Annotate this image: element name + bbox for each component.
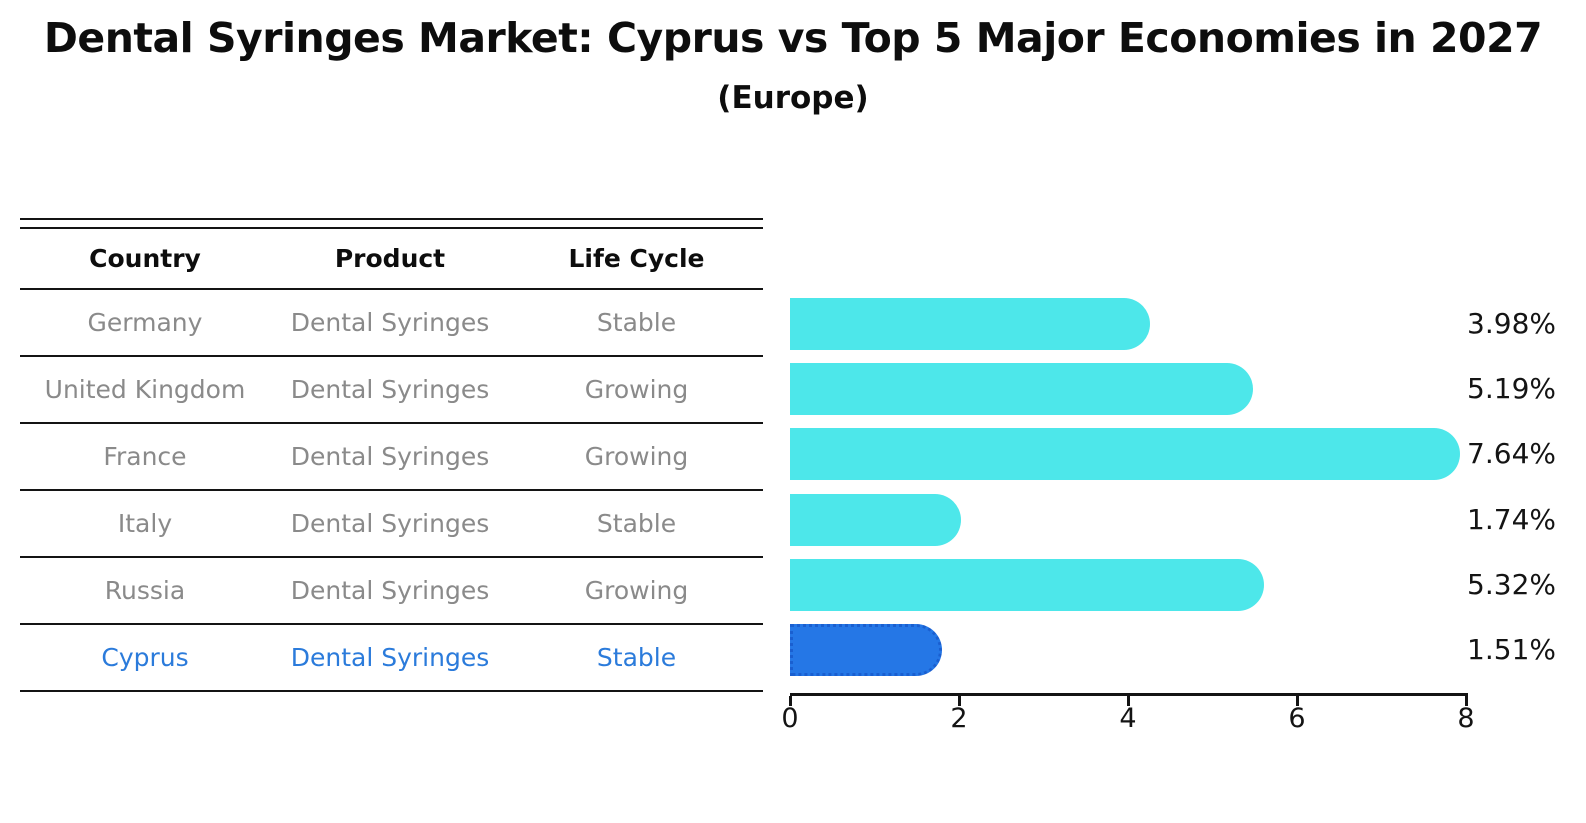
table-cell-life-cycle: Stable: [596, 643, 677, 672]
table-cell-life-cycle: Stable: [596, 509, 677, 538]
table-cell-product: Dental Syringes: [290, 509, 490, 538]
table-cell-product: Dental Syringes: [290, 576, 490, 605]
value-label-cyprus: 1.51%: [1467, 633, 1556, 666]
bar-united-kingdom: [790, 363, 1253, 416]
table-cell-product: Dental Syringes: [290, 643, 490, 672]
x-tick-mark-8: [1464, 696, 1468, 706]
table-cell-life-cycle: Stable: [596, 308, 677, 337]
chart-title: Dental Syringes Market: Cyprus vs Top 5 …: [43, 14, 1543, 62]
table-row-italy: Italy Dental Syringes Stable: [20, 491, 763, 558]
x-tick-label-6: 6: [1288, 703, 1306, 734]
chart-subtitle: (Europe): [717, 80, 869, 116]
x-tick-label-2: 2: [950, 703, 968, 734]
table-cell-life-cycle: Growing: [584, 375, 689, 404]
bar-france: [790, 428, 1460, 481]
table-cell-country: France: [103, 442, 187, 471]
x-tick-label-4: 4: [1119, 703, 1137, 734]
value-label-france: 7.64%: [1467, 437, 1556, 471]
table-header-row: Country Product Life Cycle: [20, 229, 763, 290]
x-tick-label-0: 0: [781, 703, 799, 734]
value-label-united-kingdom: 5.19%: [1467, 372, 1556, 406]
table-cell-product: Dental Syringes: [290, 375, 490, 404]
table-row-france: France Dental Syringes Growing: [20, 424, 763, 491]
table-body: Germany Dental Syringes Stable United Kingd…: [20, 290, 763, 692]
country-table-inner: Country Product Life Cycle Germany Dental…: [20, 227, 763, 692]
table-row-russia: Russia Dental Syringes Growing: [20, 558, 763, 625]
x-axis-line: [790, 693, 1468, 696]
bar-germany: [790, 298, 1150, 350]
x-tick-mark-0: [788, 696, 792, 706]
bar-italy: [790, 493, 961, 546]
table-header-product: Product: [334, 244, 446, 273]
table-row-united-kingdom: United Kingdom Dental Syringes Growing: [20, 357, 763, 424]
value-label-germany: 3.98%: [1467, 307, 1556, 340]
table-header-life-cycle: Life Cycle: [568, 244, 705, 273]
table-cell-country: United Kingdom: [44, 375, 246, 404]
bar-russia: [790, 558, 1264, 611]
table-cell-country: Germany: [87, 308, 203, 337]
table-cell-life-cycle: Growing: [584, 442, 689, 471]
table-cell-country: Russia: [104, 576, 186, 605]
x-tick-mark-4: [1126, 696, 1130, 706]
country-table: Country Product Life Cycle Germany Dental…: [20, 218, 763, 692]
table-header-country: Country: [89, 244, 201, 273]
bar-cyprus: [790, 624, 942, 676]
table-cell-country: Italy: [117, 509, 173, 538]
x-tick-label-8: 8: [1457, 703, 1475, 734]
x-tick-mark-6: [1295, 696, 1299, 706]
table-row-germany: Germany Dental Syringes Stable: [20, 290, 763, 357]
table-cell-life-cycle: Growing: [584, 576, 689, 605]
value-label-italy: 1.74%: [1467, 502, 1556, 536]
value-label-russia: 5.32%: [1467, 567, 1556, 601]
x-tick-mark-2: [957, 696, 961, 706]
table-cell-country: Cyprus: [101, 643, 189, 672]
table-cell-product: Dental Syringes: [290, 308, 490, 337]
table-cell-product: Dental Syringes: [290, 442, 490, 471]
table-row-cyprus: Cyprus Dental Syringes Stable: [20, 625, 763, 692]
